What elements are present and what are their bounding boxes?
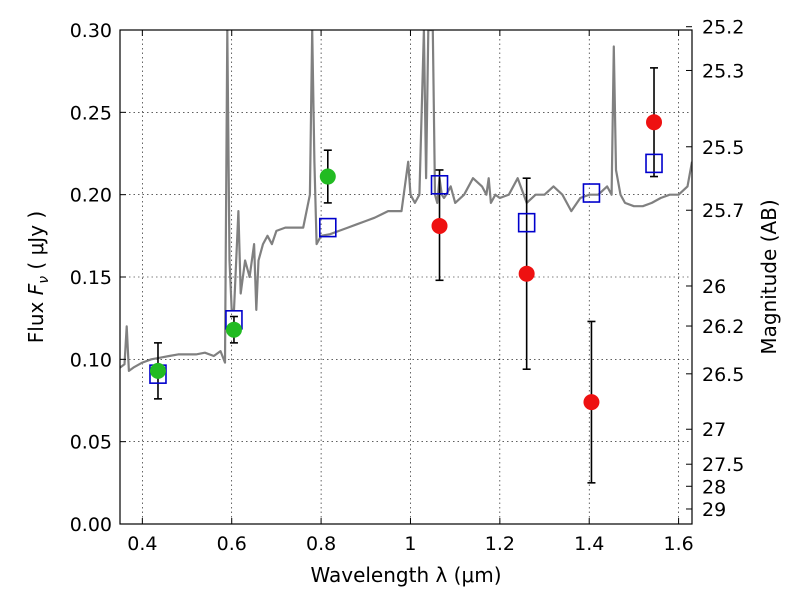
green-point [149, 362, 166, 379]
model-flux-square [582, 183, 601, 203]
y2-tick-label: 26.5 [702, 364, 744, 386]
red-point [646, 114, 663, 131]
ticks: 0.4 0.6 0.8 1 1.2 1.4 1.6 0.00 0.05 0.10 0.15 0.20 0… [70, 17, 745, 555]
y2-tick-label: 25.7 [702, 200, 744, 222]
y2-tick-label: 25.3 [702, 60, 744, 82]
x-tick-label: 1.4 [574, 533, 604, 555]
y-tick-label: 0.00 [70, 514, 112, 536]
plot-area [120, 30, 692, 484]
x-tick-label: 1.6 [663, 533, 693, 555]
y2-tick-label: 27.5 [702, 454, 744, 476]
red-point [583, 394, 600, 411]
y2-tick-label: 26.2 [702, 316, 744, 338]
model-flux-square [517, 212, 536, 233]
y-axis-label-suffix: ( μJy ) [24, 211, 48, 276]
y-axis-label-subscript: ν [36, 276, 52, 284]
green-point [225, 321, 242, 338]
spectrum-line [120, 30, 692, 372]
x-tick-label: 0.8 [306, 533, 336, 555]
y2-axis-label: Magnitude (AB) [757, 199, 781, 354]
y-tick-label: 0.05 [70, 432, 112, 454]
x-tick-label: 0.6 [217, 533, 247, 555]
y2-tick-label: 25.5 [702, 137, 744, 159]
model-flux-square [430, 174, 449, 195]
y-tick-label: 0.15 [70, 267, 112, 289]
y2-tick-label: 28 [702, 476, 726, 498]
x-tick-label: 1.2 [485, 533, 515, 555]
model-flux-square [645, 153, 663, 174]
y-axis-label-prefix: Flux [24, 295, 48, 343]
y-tick-label: 0.10 [70, 349, 112, 371]
y2-tick-label: 29 [702, 499, 726, 521]
y2-tick-label: 27 [702, 419, 726, 441]
y-axis-label-symbol: F [24, 283, 48, 295]
x-axis-label: Wavelength λ (μm) [310, 563, 501, 587]
y2-tick-label: 25.2 [702, 17, 744, 39]
y-axis-label: Flux Fν ( μJy ) [24, 211, 52, 343]
red-point [431, 217, 448, 234]
y-tick-label: 0.20 [70, 185, 112, 207]
model-flux-square [318, 217, 337, 238]
y-tick-label: 0.25 [70, 102, 112, 124]
x-tick-label: 0.4 [127, 533, 157, 555]
green-point [319, 168, 336, 185]
y-tick-label: 0.30 [70, 20, 112, 42]
y2-tick-label: 26 [702, 276, 726, 298]
x-tick-label: 1 [404, 533, 416, 555]
red-point [518, 265, 535, 282]
